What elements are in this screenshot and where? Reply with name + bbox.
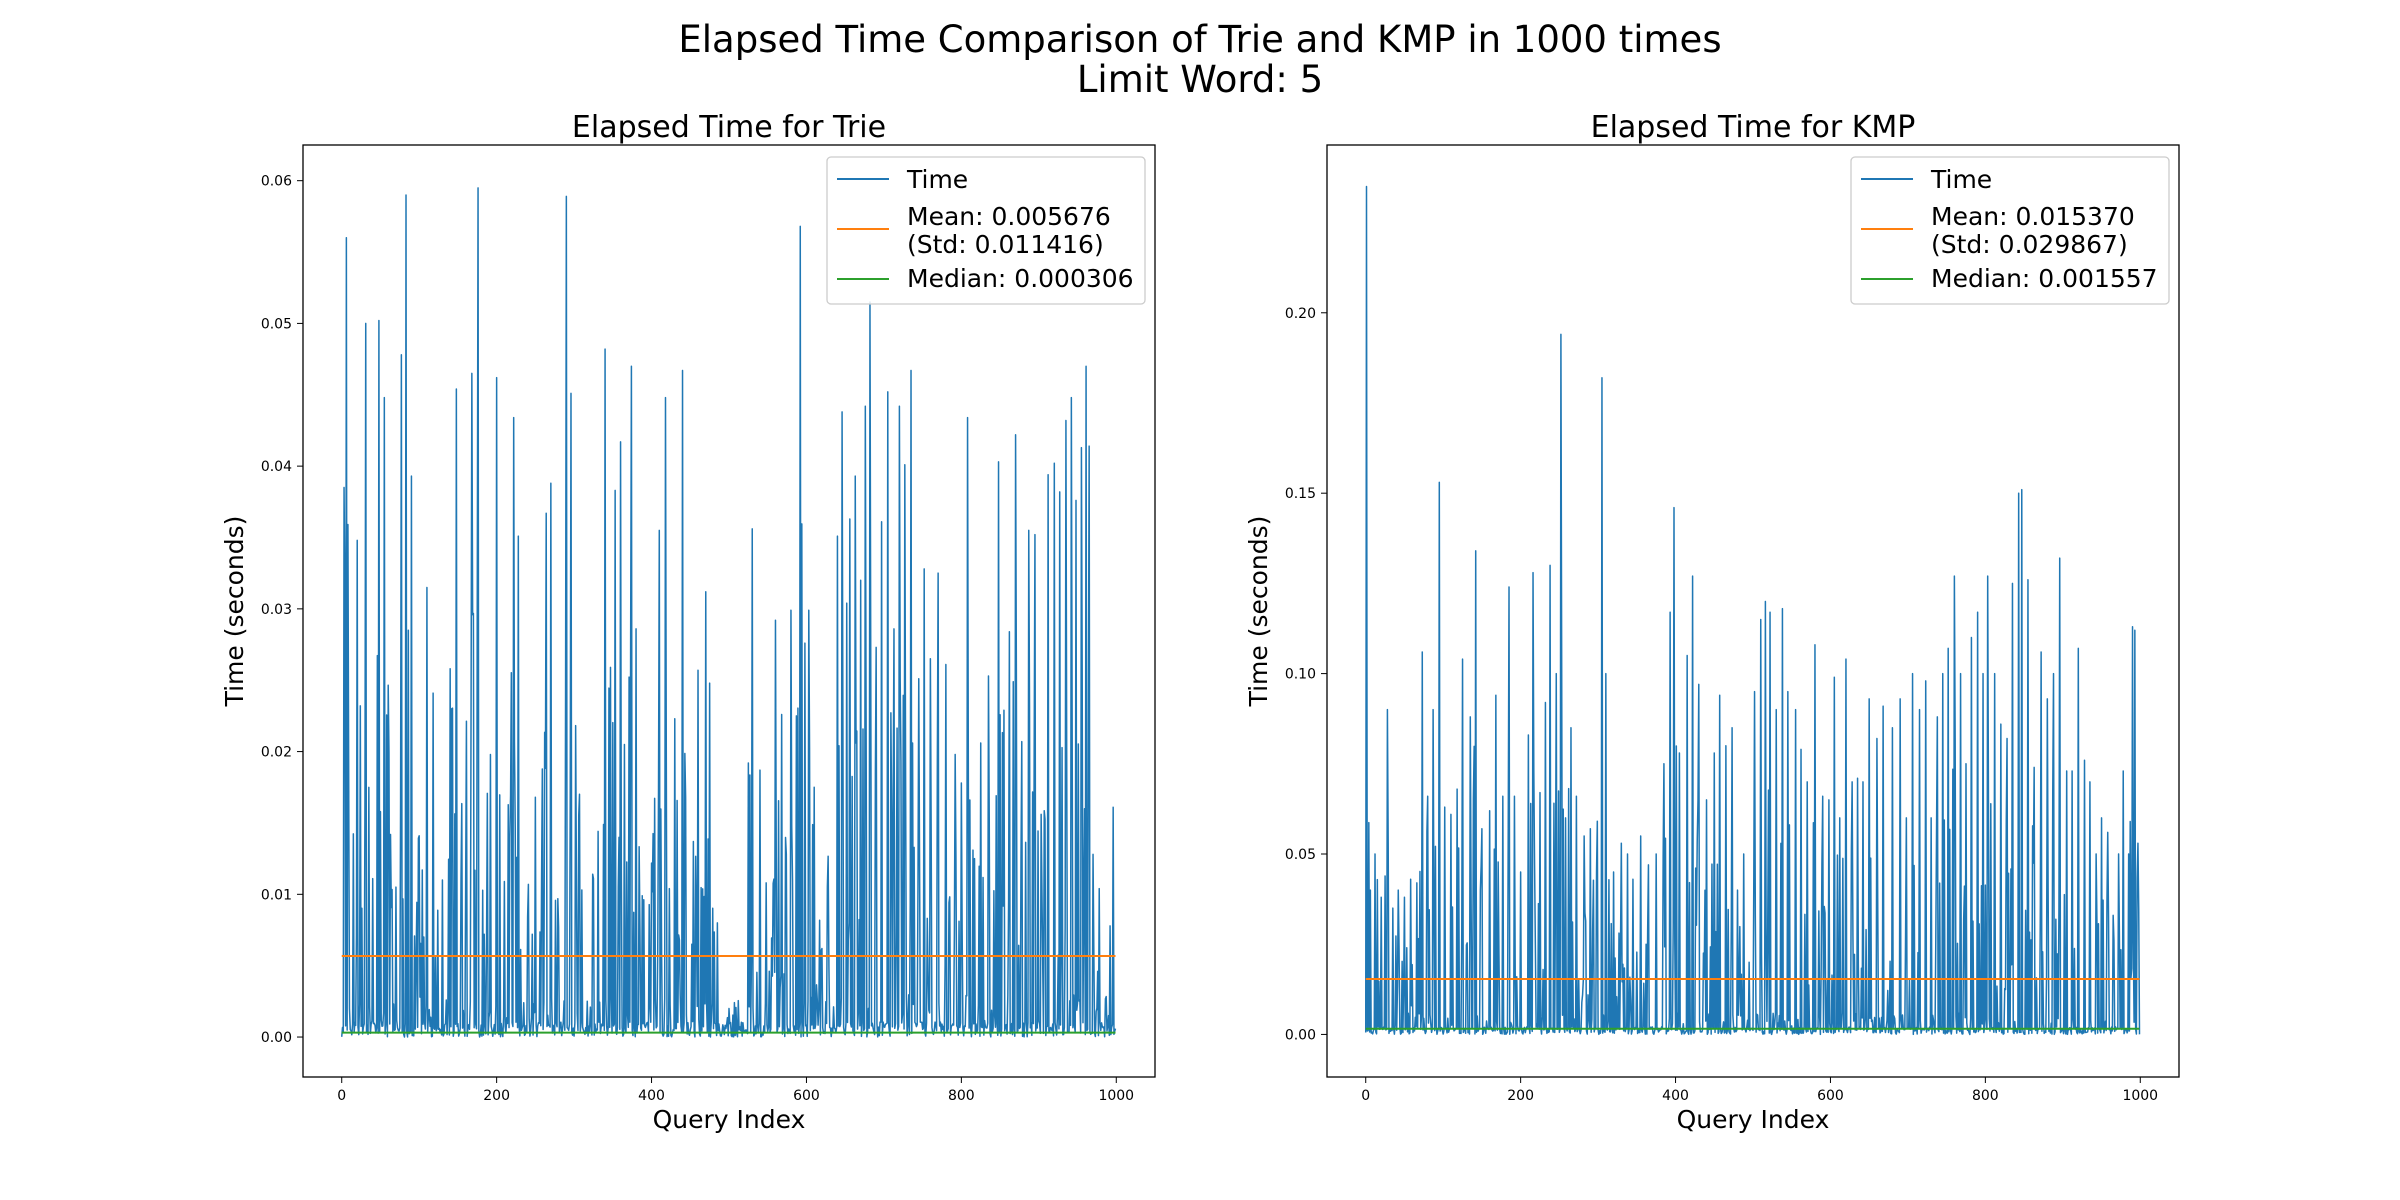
y-tick-label: 0.01 <box>261 887 292 903</box>
x-tick-label: 200 <box>483 1088 510 1104</box>
x-tick-label: 1000 <box>1098 1088 1134 1104</box>
series-time-line <box>340 187 1117 1038</box>
y-tick-label: 0.03 <box>261 602 292 618</box>
x-tick-label: 0 <box>337 1088 346 1104</box>
x-tick-label: 400 <box>638 1088 665 1104</box>
legend-entry-median-label: Median: 0.000306 <box>907 264 1134 293</box>
figure-title-line-1: Elapsed Time Comparison of Trie and KMP … <box>678 18 1722 61</box>
y-axis-label: Time (seconds) <box>220 516 249 708</box>
chart-title: Elapsed Time for KMP <box>1591 110 1916 145</box>
y-axis-label: Time (seconds) <box>1244 516 1273 708</box>
y-tick-label: 0.15 <box>1285 486 1316 502</box>
legend-box <box>1850 156 2170 305</box>
axes-frame <box>1326 144 2180 1078</box>
x-tick-label: 1000 <box>2122 1088 2158 1104</box>
x-tick-label: 0 <box>1361 1088 1370 1104</box>
y-tick-label: 0.05 <box>1285 847 1316 863</box>
axes-frame <box>302 144 1156 1078</box>
legend-box <box>826 156 1146 305</box>
chart-trie: Elapsed Time for Trie Query Index Time (se… <box>220 110 1156 1134</box>
y-tick-label: 0.10 <box>1285 667 1316 683</box>
y-tick-label: 0.05 <box>261 316 292 332</box>
y-tick-label: 0.00 <box>261 1030 292 1046</box>
x-tick-label: 200 <box>1507 1088 1534 1104</box>
y-tick-label: 0.06 <box>261 174 292 190</box>
legend-entry-mean-label: Mean: 0.015370 <box>1931 202 2135 231</box>
legend-entry-mean-label: Mean: 0.005676 <box>907 202 1111 231</box>
legend-entry-median-label: Median: 0.001557 <box>1931 264 2158 293</box>
x-axis-label: Query Index <box>653 1105 806 1134</box>
legend-entry-time-label: Time <box>1930 165 1992 194</box>
y-tick-label: 0.20 <box>1285 306 1316 322</box>
plot-area <box>1364 185 2141 1036</box>
legend-entry-mean-label: (Std: 0.029867) <box>1931 230 2128 259</box>
plot-area <box>340 187 1117 1038</box>
series-time-line <box>1364 185 2141 1036</box>
chart-title: Elapsed Time for Trie <box>572 110 886 145</box>
x-tick-label: 600 <box>1817 1088 1844 1104</box>
legend-entry-mean-label: (Std: 0.011416) <box>907 230 1104 259</box>
x-axis-label: Query Index <box>1677 1105 1830 1134</box>
y-tick-label: 0.04 <box>261 459 292 475</box>
chart-kmp: Elapsed Time for KMP Query Index Time (sec… <box>1244 110 2180 1134</box>
figure-title-line-2: Limit Word: 5 <box>1076 58 1324 101</box>
x-tick-label: 800 <box>948 1088 975 1104</box>
x-tick-label: 400 <box>1662 1088 1689 1104</box>
legend-entry-time-label: Time <box>906 165 968 194</box>
x-tick-label: 800 <box>1972 1088 1999 1104</box>
y-tick-label: 0.00 <box>1285 1027 1316 1043</box>
x-tick-label: 600 <box>793 1088 820 1104</box>
legend: Time Mean: 0.015370(Std: 0.029867) Median:… <box>1850 156 2170 305</box>
legend: Time Mean: 0.005676(Std: 0.011416) Median:… <box>826 156 1146 305</box>
y-tick-label: 0.02 <box>261 745 292 761</box>
